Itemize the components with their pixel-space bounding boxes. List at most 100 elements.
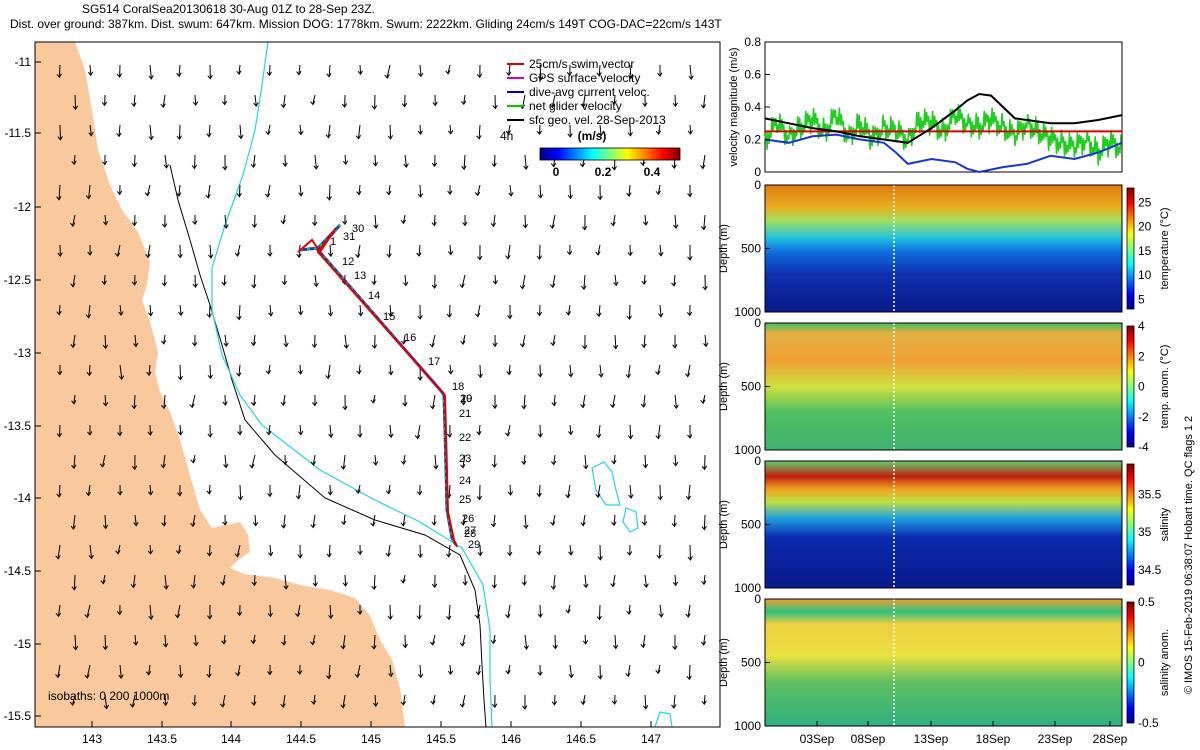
heatmap-ytick-label: 0	[754, 316, 761, 330]
vector-arrowhead	[340, 644, 346, 650]
vector-arrow	[478, 424, 481, 434]
vector-arrowhead	[612, 644, 619, 650]
vector-arrowhead	[131, 162, 137, 168]
vector-arrowhead	[640, 161, 646, 167]
vector-arrow	[329, 304, 332, 315]
vector-arrowhead	[477, 373, 483, 379]
vel-ytick-label: 0.2	[744, 133, 761, 147]
scale-label: 4h	[500, 129, 513, 143]
heatmap-panel-1: 0 500 1000 Depth (m) 25 20 15 10 5 temperature (°…	[718, 178, 1171, 319]
heatmap-colorbar	[1126, 601, 1135, 724]
vector-arrow	[507, 244, 511, 258]
day-label: 1	[330, 236, 336, 248]
vector-arrowhead	[251, 581, 257, 587]
vector-arrow	[552, 514, 556, 525]
vector-arrowhead	[161, 522, 167, 527]
vector-arrow	[569, 664, 572, 677]
day-label: 17	[428, 356, 440, 368]
vector-arrow	[224, 214, 227, 228]
vector-arrowhead	[131, 102, 137, 108]
day-label: 18	[452, 381, 464, 393]
vector-arrowhead	[190, 584, 197, 589]
vector-arrowhead	[448, 370, 454, 375]
vector-arrowhead	[505, 613, 511, 619]
vector-arrow	[523, 574, 526, 585]
vector-arrowhead	[280, 703, 286, 709]
vector-arrowhead	[268, 312, 274, 317]
vector-arrow	[449, 124, 452, 133]
vector-arrow	[282, 694, 286, 707]
vector-arrow	[703, 514, 706, 529]
vector-arrow	[704, 334, 707, 346]
vector-arrow	[194, 634, 197, 645]
vector-arrow	[119, 304, 122, 315]
vector-arrow	[687, 364, 691, 376]
vector-arrowhead	[642, 705, 649, 710]
vector-arrow	[582, 394, 586, 407]
vector-arrow	[359, 64, 362, 74]
vector-arrowhead	[328, 614, 334, 620]
vector-arrowhead	[311, 343, 318, 349]
vector-arrowhead	[325, 374, 331, 380]
vector-arrowhead	[400, 460, 407, 465]
colorbar-tick-label: 25	[1138, 196, 1152, 210]
vector-arrowhead	[536, 311, 543, 317]
vector-arrowhead	[160, 340, 167, 345]
vector-arrow	[567, 604, 571, 612]
colorbar-label: temperature (°C)	[1159, 207, 1171, 289]
vector-arrowhead	[685, 495, 692, 501]
vector-arrow	[194, 94, 197, 105]
vector-arrowhead	[357, 610, 363, 615]
velocity-ylabel: velocity magnitude (m/s)	[728, 47, 740, 166]
vector-arrow	[149, 124, 152, 139]
vector-arrow	[613, 454, 616, 463]
vector-arrowhead	[281, 280, 288, 286]
vector-arrow	[599, 124, 602, 135]
colorbar-tick-label: 10	[1138, 268, 1152, 282]
vector-arrowhead	[523, 524, 529, 530]
heatmap-ytick-label: 1000	[734, 443, 761, 457]
map-ytick-label: -15	[14, 637, 32, 651]
colorbar-title: (m/s)	[578, 129, 607, 143]
heatmap-panel-3: 0 500 1000 Depth (m) 35.5 35 34.5 salinity	[718, 454, 1171, 595]
vector-arrowhead	[416, 615, 422, 620]
vector-arrowhead	[416, 490, 423, 496]
vector-arrow	[614, 274, 617, 285]
vector-arrowhead	[193, 641, 199, 647]
vector-arrow	[88, 184, 91, 198]
velocity-series-dive-avg-current	[764, 133, 1123, 174]
vector-arrow	[702, 154, 706, 168]
vector-arrowhead	[688, 75, 694, 81]
vector-arrow	[612, 394, 616, 407]
vector-arrowhead	[492, 280, 498, 285]
vector-arrowhead	[386, 253, 392, 258]
vector-arrow	[643, 394, 646, 407]
velocity-series-sfc-geo-vel-	[764, 92, 1123, 144]
vector-arrow	[223, 274, 226, 285]
vector-arrowhead	[388, 312, 394, 318]
vector-arrowhead	[131, 281, 138, 286]
vector-arrowhead	[144, 191, 151, 197]
day-label: 23	[459, 453, 471, 465]
vector-arrow	[236, 544, 241, 556]
vector-arrowhead	[118, 375, 125, 381]
vector-arrow	[193, 574, 196, 587]
vector-arrow	[508, 64, 511, 75]
vector-arrowhead	[357, 70, 363, 76]
vector-arrow	[239, 484, 242, 499]
vector-arrow	[208, 304, 211, 317]
vector-arrow	[449, 364, 452, 373]
vector-arrowhead	[221, 281, 227, 286]
vector-arrowhead	[388, 433, 394, 439]
vector-arrow	[251, 454, 256, 467]
vector-arrow	[72, 214, 76, 226]
legend-label: GPS surface velocity	[529, 71, 640, 85]
vector-arrow	[432, 634, 436, 645]
map-xtick-label: 144.5	[286, 732, 316, 746]
vector-arrow	[342, 694, 346, 707]
vector-arrowhead	[597, 195, 603, 201]
vector-arrow	[703, 94, 706, 107]
vector-arrowhead	[641, 521, 648, 526]
vector-arrowhead	[71, 160, 77, 166]
vector-arrowhead	[69, 701, 76, 706]
